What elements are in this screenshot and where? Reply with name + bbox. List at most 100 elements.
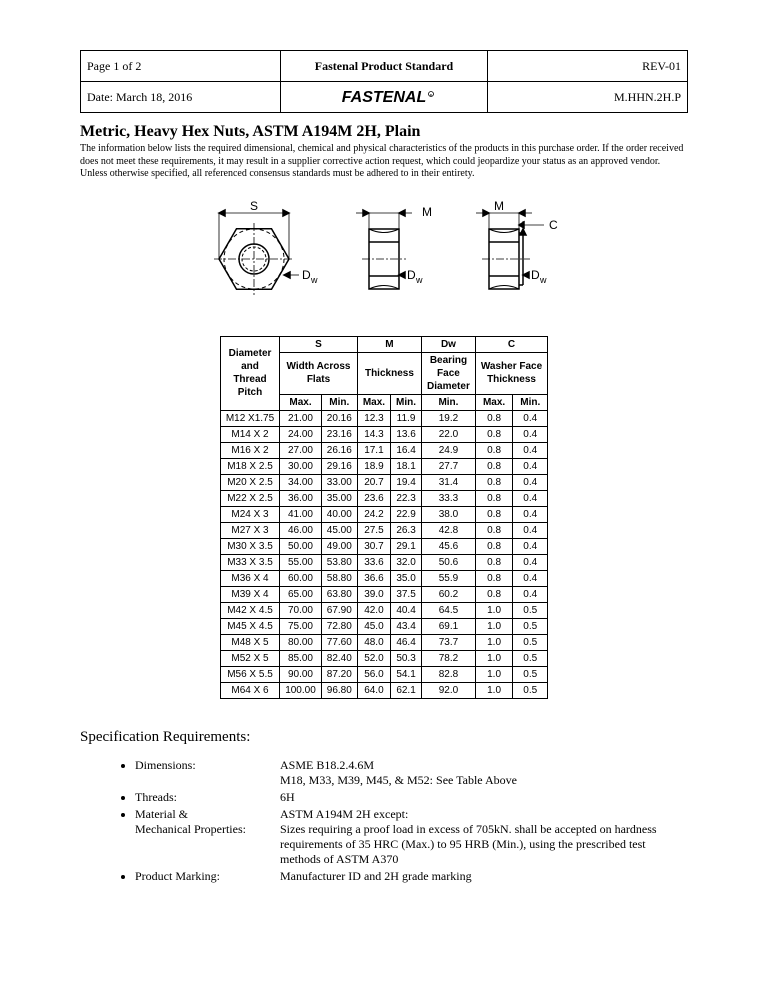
spec-heading: Specification Requirements: [80, 729, 688, 746]
cell: 0.4 [513, 586, 548, 602]
cell: 12.3 [357, 410, 390, 426]
cell: 0.4 [513, 442, 548, 458]
cell: 19.2 [422, 410, 476, 426]
cell: 20.16 [321, 410, 357, 426]
cell: 65.00 [280, 586, 322, 602]
col-code: M [357, 336, 421, 352]
cell: 40.4 [391, 602, 422, 618]
cell: 64.0 [357, 682, 390, 698]
cell: 19.4 [391, 474, 422, 490]
row-label: M33 X 3.5 [220, 554, 279, 570]
col-sub: Min. [422, 394, 476, 410]
cell: 22.3 [391, 490, 422, 506]
cell: 0.5 [513, 602, 548, 618]
header-table: Page 1 of 2 Fastenal Product Standard RE… [80, 50, 688, 113]
table-row: M64 X 6100.0096.8064.062.192.01.00.5 [220, 682, 547, 698]
cell: 36.00 [280, 490, 322, 506]
table-row: M27 X 346.0045.0027.526.342.80.80.4 [220, 522, 547, 538]
cell: 56.0 [357, 666, 390, 682]
header-date: Date: March 18, 2016 [81, 82, 281, 113]
svg-text:w: w [539, 275, 547, 285]
cell: 36.6 [357, 570, 390, 586]
cell: 27.7 [422, 458, 476, 474]
row-label: M56 X 5.5 [220, 666, 279, 682]
col-sub: Min. [513, 394, 548, 410]
cell: 23.6 [357, 490, 390, 506]
cell: 42.8 [422, 522, 476, 538]
cell: 50.3 [391, 650, 422, 666]
cell: 13.6 [391, 426, 422, 442]
col-sub: Max. [357, 394, 390, 410]
cell: 14.3 [357, 426, 390, 442]
cell: 50.00 [280, 538, 322, 554]
cell: 82.40 [321, 650, 357, 666]
cell: 70.00 [280, 602, 322, 618]
spec-item: Threads:6H [135, 790, 688, 805]
cell: 0.4 [513, 490, 548, 506]
row-label: M18 X 2.5 [220, 458, 279, 474]
cell: 0.5 [513, 650, 548, 666]
cell: 0.4 [513, 554, 548, 570]
spec-value: ASTM A194M 2H except:Sizes requiring a p… [280, 807, 688, 867]
cell: 63.80 [321, 586, 357, 602]
row-label: M27 X 3 [220, 522, 279, 538]
row-label: M24 X 3 [220, 506, 279, 522]
cell: 92.0 [422, 682, 476, 698]
cell: 0.5 [513, 618, 548, 634]
cell: 37.5 [391, 586, 422, 602]
col-code: S [280, 336, 358, 352]
cell: 60.00 [280, 570, 322, 586]
cell: 17.1 [357, 442, 390, 458]
cell: 48.0 [357, 634, 390, 650]
cell: 0.8 [475, 410, 512, 426]
table-row: M22 X 2.536.0035.0023.622.333.30.80.4 [220, 490, 547, 506]
cell: 0.5 [513, 634, 548, 650]
header-code: M.HHN.2H.P [487, 82, 687, 113]
row-label: M36 X 4 [220, 570, 279, 586]
svg-text:w: w [310, 275, 318, 285]
cell: 18.9 [357, 458, 390, 474]
table-row: M18 X 2.530.0029.1618.918.127.70.80.4 [220, 458, 547, 474]
header-logo-cell: FASTENAL R [281, 82, 487, 113]
row-label: M12 X1.75 [220, 410, 279, 426]
row-label: M14 X 2 [220, 426, 279, 442]
cell: 67.90 [321, 602, 357, 618]
cell: 46.00 [280, 522, 322, 538]
cell: 53.80 [321, 554, 357, 570]
cell: 85.00 [280, 650, 322, 666]
cell: 0.4 [513, 506, 548, 522]
spec-item: Dimensions:ASME B18.2.4.6MM18, M33, M39,… [135, 758, 688, 788]
cell: 33.00 [321, 474, 357, 490]
row-label: M16 X 2 [220, 442, 279, 458]
cell: 31.4 [422, 474, 476, 490]
cell: 39.0 [357, 586, 390, 602]
fastenal-logo-icon: FASTENAL R [329, 87, 439, 107]
col-sub: Min. [391, 394, 422, 410]
cell: 20.7 [357, 474, 390, 490]
spec-item: Material &Mechanical Properties:ASTM A19… [135, 807, 688, 867]
spec-label: Threads: [135, 790, 280, 805]
table-row: M14 X 224.0023.1614.313.622.00.80.4 [220, 426, 547, 442]
cell: 80.00 [280, 634, 322, 650]
cell: 75.00 [280, 618, 322, 634]
cell: 40.00 [321, 506, 357, 522]
cell: 0.4 [513, 522, 548, 538]
dimensions-table: DiameterandThreadPitchSMDwCWidth AcrossF… [220, 336, 548, 699]
cell: 0.8 [475, 442, 512, 458]
cell: 0.8 [475, 426, 512, 442]
cell: 0.4 [513, 410, 548, 426]
cell: 27.5 [357, 522, 390, 538]
spec-label: Material &Mechanical Properties: [135, 807, 280, 867]
col-diameter-pitch: DiameterandThreadPitch [220, 336, 279, 410]
cell: 0.4 [513, 458, 548, 474]
col-sub: Max. [280, 394, 322, 410]
cell: 45.6 [422, 538, 476, 554]
table-row: M48 X 580.0077.6048.046.473.71.00.5 [220, 634, 547, 650]
page-title: Metric, Heavy Hex Nuts, ASTM A194M 2H, P… [80, 123, 688, 141]
row-label: M52 X 5 [220, 650, 279, 666]
row-label: M48 X 5 [220, 634, 279, 650]
header-standard: Fastenal Product Standard [281, 51, 487, 82]
cell: 0.8 [475, 538, 512, 554]
document-page: Page 1 of 2 Fastenal Product Standard RE… [0, 0, 768, 926]
cell: 46.4 [391, 634, 422, 650]
